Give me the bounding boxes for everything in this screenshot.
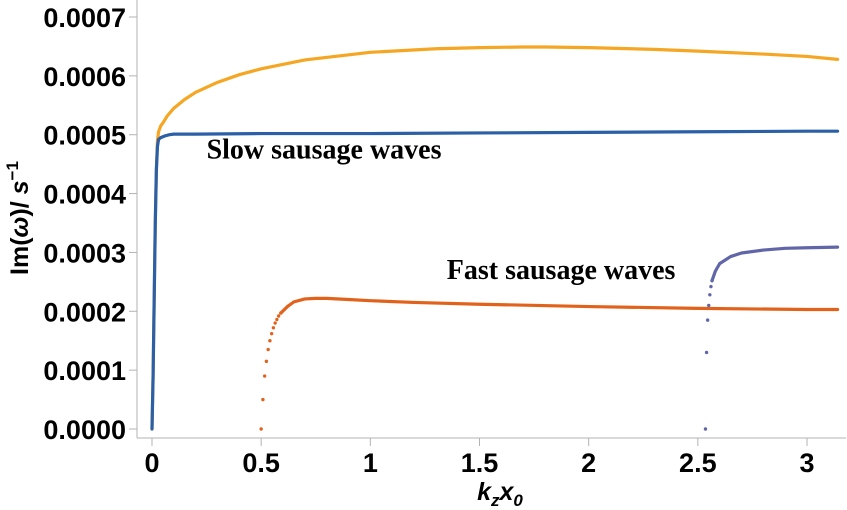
series-4-point: [707, 303, 711, 308]
y-tick-label: 0.0002: [43, 297, 126, 327]
x-tick-label: 0.5: [242, 448, 280, 478]
x-tick-label: 3: [799, 448, 814, 478]
y-axis-title: Im(ω)/ s−1: [3, 161, 34, 275]
x-tick-label: 1: [363, 448, 378, 478]
series-3-point: [271, 326, 276, 330]
axes-layer: [136, 0, 846, 439]
series-3-point: [273, 321, 277, 325]
series-4-point: [704, 350, 709, 355]
x-tick-label: 1.5: [461, 448, 499, 478]
x-axis-title-k: k: [477, 478, 492, 506]
annotation-2: Fast sausage waves: [447, 255, 676, 286]
series-2-line: [150, 129, 840, 431]
x-axis-title: kzx0: [477, 478, 523, 510]
y-tick-label: 0.0005: [43, 121, 126, 151]
series-3-point: [266, 347, 270, 352]
annotation-1: Slow sausage waves: [207, 134, 442, 165]
y-tick-label: 0.0000: [43, 415, 126, 445]
series-3-point: [269, 331, 274, 336]
series-3-point: [262, 374, 267, 378]
series-4-point: [708, 293, 712, 297]
series-3-point: [268, 339, 272, 343]
x-tick-label: 2.5: [679, 448, 717, 478]
x-axis-title-sub-z: z: [490, 491, 500, 510]
annotations: Slow sausage waves Fast sausage waves: [207, 134, 676, 286]
x-ticks: 0 0.5 1 1.5 2 2.5 3: [144, 438, 815, 478]
y-tick-label: 0.0003: [43, 238, 126, 268]
y-axis-title-slash: )/: [6, 194, 34, 216]
y-ticks: 0.0000 0.0001 0.0002 0.0003 0.0004 0.0005 0.00…: [43, 3, 137, 445]
series-4-point: [705, 318, 710, 322]
x-axis-title-x: x: [498, 478, 515, 506]
series-4-point: [703, 427, 708, 431]
x-axis-title-sub-0: 0: [513, 491, 523, 510]
y-tick-label: 0.0004: [43, 180, 126, 210]
y-tick-label: 0.0006: [43, 62, 126, 92]
series-4-point: [710, 278, 714, 283]
series-layer: [150, 45, 840, 431]
series-3-line: [279, 296, 840, 315]
series-3-point: [276, 314, 281, 318]
y-axis-title-omega: ω: [6, 216, 34, 237]
y-tick-label: 0.0007: [43, 3, 126, 33]
x-tick-label: 2: [581, 448, 596, 478]
y-tick-label: 0.0001: [43, 356, 126, 386]
y-axis-title-exp: −1: [3, 161, 22, 180]
y-axis-title-im: Im(: [6, 237, 34, 275]
y-axis-title-s: s: [6, 180, 34, 194]
series-3-point: [279, 311, 283, 315]
series-3-point: [264, 359, 269, 364]
series-1-line: [150, 45, 840, 431]
series-4-line: [710, 245, 840, 283]
x-tick-label: 0: [144, 448, 159, 478]
series-3-point: [261, 397, 265, 402]
series-3-point: [275, 317, 279, 322]
series-3-point: [259, 427, 263, 431]
series-4-point: [709, 284, 713, 289]
